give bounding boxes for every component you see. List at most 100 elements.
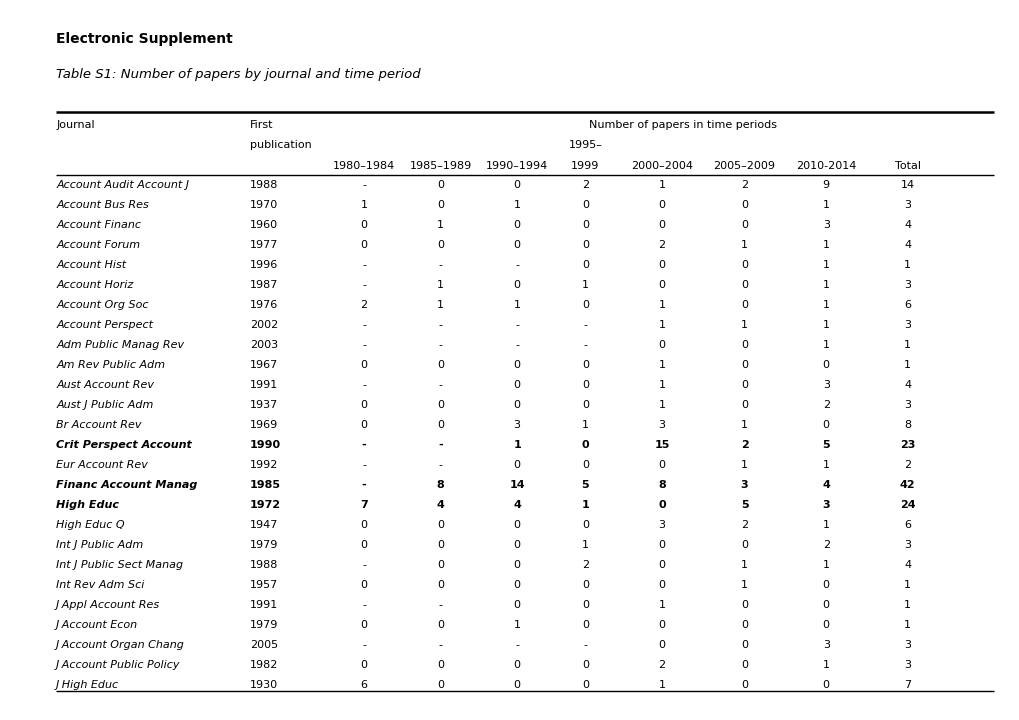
Text: 1: 1 [658, 300, 664, 310]
Text: 1: 1 [437, 300, 443, 310]
Text: Total: Total [894, 161, 920, 171]
Text: 1947: 1947 [250, 520, 278, 530]
Text: 0: 0 [437, 620, 443, 630]
Text: Br Account Rev: Br Account Rev [56, 420, 142, 430]
Text: 0: 0 [437, 360, 443, 370]
Text: 4: 4 [904, 220, 910, 230]
Text: 1976: 1976 [250, 300, 278, 310]
Text: -: - [583, 640, 587, 650]
Text: 0: 0 [657, 500, 665, 510]
Text: 1985–1989: 1985–1989 [409, 161, 472, 171]
Text: 0: 0 [582, 460, 588, 470]
Text: 0: 0 [582, 240, 588, 250]
Text: 0: 0 [582, 600, 588, 610]
Text: 0: 0 [514, 220, 520, 230]
Text: 1: 1 [514, 300, 520, 310]
Text: 0: 0 [822, 360, 828, 370]
Text: -: - [438, 440, 442, 450]
Text: 3: 3 [821, 500, 829, 510]
Text: -: - [438, 640, 442, 650]
Text: 0: 0 [741, 300, 747, 310]
Text: Aust Account Rev: Aust Account Rev [56, 380, 154, 390]
Text: 0: 0 [658, 220, 664, 230]
Text: 0: 0 [582, 660, 588, 670]
Text: 0: 0 [658, 280, 664, 290]
Text: 0: 0 [741, 380, 747, 390]
Text: 1: 1 [822, 260, 828, 270]
Text: 1972: 1972 [250, 500, 281, 510]
Text: 1: 1 [822, 520, 828, 530]
Text: 14: 14 [508, 480, 525, 490]
Text: -: - [438, 380, 442, 390]
Text: 1: 1 [741, 420, 747, 430]
Text: 0: 0 [658, 200, 664, 210]
Text: 0: 0 [658, 560, 664, 570]
Text: 1: 1 [658, 360, 664, 370]
Text: 1: 1 [904, 620, 910, 630]
Text: 2: 2 [658, 240, 664, 250]
Text: 0: 0 [361, 580, 367, 590]
Text: publication: publication [250, 140, 312, 150]
Text: 23: 23 [899, 440, 915, 450]
Text: 1982: 1982 [250, 660, 278, 670]
Text: 1: 1 [822, 460, 828, 470]
Text: 0: 0 [437, 680, 443, 690]
Text: 1980–1984: 1980–1984 [332, 161, 395, 171]
Text: J High Educ: J High Educ [56, 680, 119, 690]
Text: 0: 0 [582, 220, 588, 230]
Text: -: - [583, 340, 587, 350]
Text: 1: 1 [582, 420, 588, 430]
Text: 0: 0 [822, 680, 828, 690]
Text: J Account Organ Chang: J Account Organ Chang [56, 640, 184, 650]
Text: 0: 0 [582, 620, 588, 630]
Text: 3: 3 [904, 400, 910, 410]
Text: 0: 0 [658, 620, 664, 630]
Text: 0: 0 [437, 520, 443, 530]
Text: -: - [515, 260, 519, 270]
Text: 0: 0 [741, 200, 747, 210]
Text: 2: 2 [740, 440, 748, 450]
Text: -: - [362, 600, 366, 610]
Text: Adm Public Manag Rev: Adm Public Manag Rev [56, 340, 184, 350]
Text: 15: 15 [653, 440, 669, 450]
Text: First: First [250, 120, 273, 130]
Text: J Appl Account Res: J Appl Account Res [56, 600, 160, 610]
Text: 0: 0 [582, 300, 588, 310]
Text: 0: 0 [361, 400, 367, 410]
Text: -: - [362, 280, 366, 290]
Text: 1988: 1988 [250, 560, 278, 570]
Text: Account Financ: Account Financ [56, 220, 141, 230]
Text: 1: 1 [822, 300, 828, 310]
Text: 0: 0 [741, 360, 747, 370]
Text: -: - [515, 640, 519, 650]
Text: High Educ Q: High Educ Q [56, 520, 124, 530]
Text: 6: 6 [904, 520, 910, 530]
Text: 5: 5 [581, 480, 589, 490]
Text: 9: 9 [822, 180, 828, 190]
Text: 2005–2009: 2005–2009 [713, 161, 774, 171]
Text: 1969: 1969 [250, 420, 278, 430]
Text: 0: 0 [437, 240, 443, 250]
Text: 4: 4 [904, 240, 910, 250]
Text: Account Bus Res: Account Bus Res [56, 200, 149, 210]
Text: -: - [438, 340, 442, 350]
Text: 3: 3 [822, 380, 828, 390]
Text: 3: 3 [822, 220, 828, 230]
Text: 1: 1 [437, 280, 443, 290]
Text: 0: 0 [658, 580, 664, 590]
Text: 6: 6 [904, 300, 910, 310]
Text: 2: 2 [822, 400, 828, 410]
Text: 0: 0 [822, 620, 828, 630]
Text: 0: 0 [514, 680, 520, 690]
Text: 3: 3 [904, 200, 910, 210]
Text: 1: 1 [582, 280, 588, 290]
Text: 0: 0 [361, 660, 367, 670]
Text: 0: 0 [437, 580, 443, 590]
Text: Account Perspect: Account Perspect [56, 320, 153, 330]
Text: 0: 0 [741, 260, 747, 270]
Text: 1: 1 [437, 220, 443, 230]
Text: 1991: 1991 [250, 380, 278, 390]
Text: 0: 0 [514, 380, 520, 390]
Text: 1985: 1985 [250, 480, 280, 490]
Text: 0: 0 [514, 520, 520, 530]
